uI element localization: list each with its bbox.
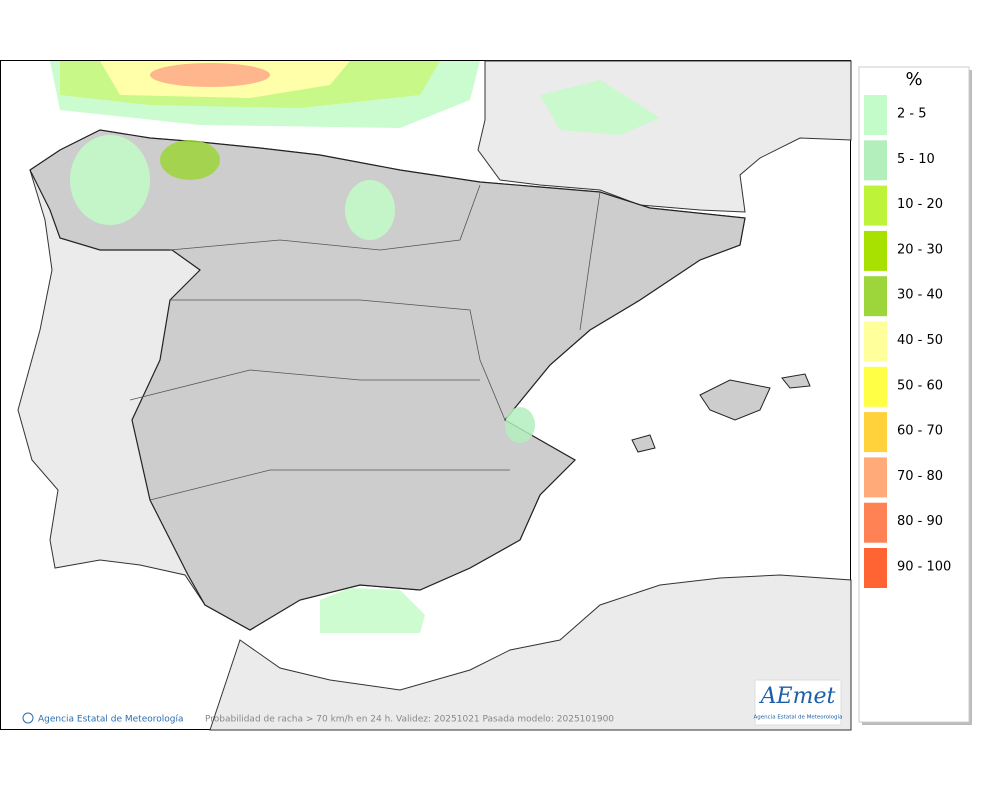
logo-name: AEmet — [759, 684, 836, 709]
legend-label: 5 - 10 — [897, 152, 935, 167]
credit: Agencia Estatal de Meteorología — [22, 712, 184, 725]
legend-title: % — [905, 69, 922, 90]
legend-label: 10 - 20 — [897, 197, 943, 212]
legend-swatch — [864, 230, 887, 271]
area — [150, 63, 270, 87]
legend-label: 60 - 70 — [897, 424, 943, 439]
copyright-icon — [22, 712, 34, 724]
legend-swatch — [864, 276, 887, 317]
legend-label: 2 - 5 — [897, 107, 927, 122]
regions — [129, 184, 601, 501]
region-border — [129, 369, 480, 401]
area — [505, 407, 535, 443]
legend-label: 30 - 40 — [897, 288, 943, 303]
credit-text: Agencia Estatal de Meteorología — [38, 715, 184, 725]
logo-box — [754, 679, 842, 726]
caption: Probabilidad de racha > 70 km/h en 24 h.… — [205, 715, 614, 725]
ibiza — [631, 434, 656, 453]
logo: AEmet Agencia Estatal de Meteorología — [754, 679, 843, 726]
region-border — [169, 184, 481, 251]
region-border — [579, 191, 601, 331]
legend-swatch — [864, 95, 887, 135]
legend-swatch — [864, 321, 887, 362]
legend-label: 50 - 60 — [897, 378, 943, 393]
legend-swatch — [864, 185, 887, 226]
area — [160, 140, 220, 180]
region-border — [170, 299, 506, 421]
menorca — [781, 373, 811, 389]
legend-swatch — [864, 457, 887, 498]
area — [70, 135, 150, 225]
map: Agencia Estatal de Meteorología Probabil… — [0, 60, 852, 731]
mallorca — [699, 379, 771, 421]
legend: % 2 - 5 5 - 10 10 - 20 20 - 30 30 - 40 40 - 5… — [858, 66, 972, 725]
area — [320, 588, 425, 633]
area — [540, 80, 660, 135]
legend-swatch — [864, 412, 887, 453]
probability-areas — [50, 61, 660, 633]
legend-swatch — [864, 502, 887, 543]
logo-subtitle: Agencia Estatal de Meteorología — [754, 714, 843, 721]
area — [345, 180, 395, 240]
legend-label: 40 - 50 — [897, 333, 943, 348]
africa — [209, 574, 852, 731]
legend-swatch — [864, 548, 887, 588]
legend-label: 80 - 90 — [897, 514, 943, 529]
legend-label: 20 - 30 — [897, 242, 943, 257]
legend-swatch — [864, 140, 887, 181]
legend-label: 70 - 80 — [897, 469, 943, 484]
legend-label: 90 - 100 — [897, 560, 951, 575]
region-border — [149, 469, 510, 501]
legend-swatch — [864, 366, 887, 407]
